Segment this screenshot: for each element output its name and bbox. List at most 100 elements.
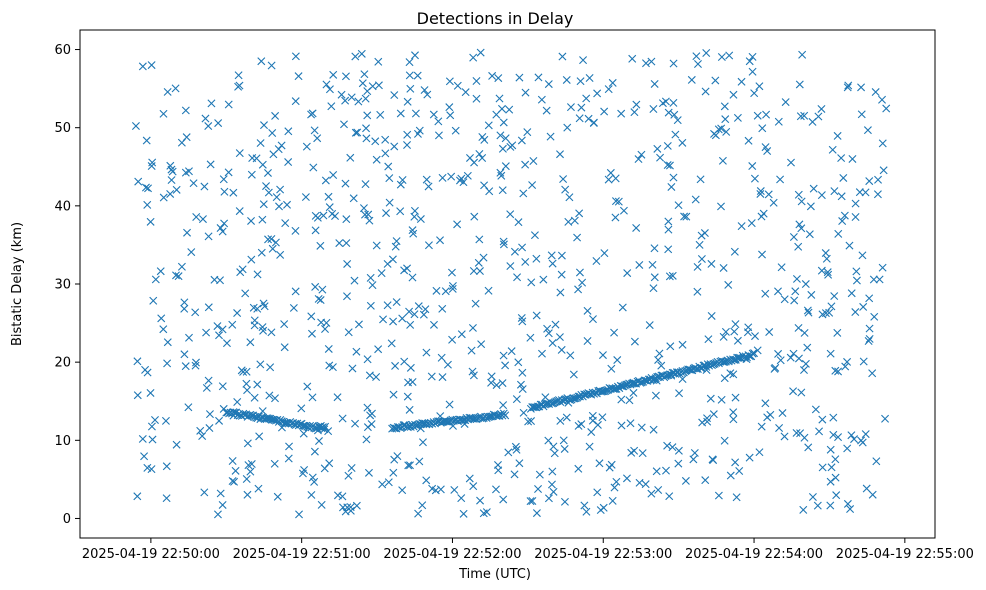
detection-point — [588, 411, 597, 420]
detection-point — [237, 366, 246, 375]
detection-point — [774, 349, 783, 358]
detection-point — [374, 81, 383, 90]
detection-point — [192, 358, 200, 367]
detection-point — [645, 321, 654, 330]
detection-point — [800, 328, 809, 337]
detection-point — [255, 432, 264, 441]
detection-point — [566, 351, 575, 360]
detection-point — [353, 128, 362, 137]
detection-point — [792, 274, 801, 283]
detection-point — [706, 394, 715, 403]
detection-point — [748, 67, 757, 76]
detection-point — [845, 241, 854, 250]
detection-point — [414, 509, 423, 518]
detection-point — [775, 424, 784, 433]
detection-point — [459, 509, 468, 518]
detection-point — [499, 118, 508, 127]
detection-point — [665, 492, 674, 501]
detection-point — [362, 435, 371, 444]
detection-point — [343, 292, 351, 301]
detection-point — [271, 238, 280, 247]
detection-point — [850, 435, 859, 444]
detection-point — [833, 131, 842, 140]
detection-point — [409, 229, 418, 238]
detection-point — [215, 331, 223, 340]
detection-point — [551, 320, 560, 329]
detection-point — [241, 289, 250, 298]
detection-point — [313, 426, 322, 435]
track-point — [636, 378, 645, 387]
detection-point — [574, 464, 583, 473]
detection-point — [180, 298, 189, 307]
detection-point — [641, 59, 650, 68]
detection-point — [277, 141, 286, 150]
detection-point — [252, 154, 261, 163]
detection-point — [310, 126, 319, 135]
detection-point — [272, 193, 281, 202]
detection-point — [309, 163, 318, 172]
detection-point — [189, 179, 198, 188]
detection-point — [709, 410, 718, 419]
detection-point — [354, 97, 363, 106]
detection-point — [423, 90, 432, 99]
detection-point — [465, 474, 474, 483]
detection-point — [228, 457, 237, 465]
detection-point — [273, 492, 282, 501]
detection-point — [617, 109, 626, 118]
detection-point — [518, 243, 527, 252]
detection-point — [340, 120, 348, 129]
track-point — [734, 353, 743, 362]
detection-point — [817, 191, 826, 200]
detection-point — [623, 269, 632, 278]
detection-point — [733, 113, 742, 122]
detection-point — [671, 130, 680, 139]
detection-point — [313, 134, 322, 143]
detection-point — [608, 496, 617, 505]
detection-point — [218, 500, 227, 509]
detection-point — [834, 229, 843, 238]
detection-point — [804, 308, 813, 317]
detection-point — [618, 303, 627, 312]
detection-point — [649, 425, 658, 434]
detection-point — [869, 275, 878, 284]
detection-point — [447, 268, 456, 277]
detection-point — [661, 466, 670, 475]
detection-point — [147, 422, 156, 431]
detection-point — [341, 179, 350, 188]
detection-point — [546, 132, 555, 141]
detection-point — [389, 317, 398, 326]
detection-point — [831, 455, 840, 464]
detection-point — [693, 262, 702, 271]
detection-point — [246, 338, 255, 347]
detection-point — [313, 213, 322, 222]
detection-point — [757, 422, 766, 431]
detection-point — [800, 366, 808, 375]
y-tick-label: 20 — [54, 356, 71, 371]
detection-point — [242, 475, 251, 484]
detection-point — [346, 503, 355, 512]
detection-point — [269, 150, 278, 159]
detection-point — [437, 353, 446, 362]
detection-point — [310, 447, 319, 456]
detection-point — [548, 467, 557, 476]
detection-point — [530, 231, 539, 240]
detection-point — [539, 275, 548, 284]
detection-point — [648, 260, 657, 269]
detection-point — [524, 417, 533, 426]
detection-point — [457, 494, 466, 503]
detection-point — [201, 114, 210, 123]
detection-point — [868, 490, 877, 499]
detection-point — [506, 262, 515, 271]
detection-point — [729, 408, 738, 417]
detection-point — [518, 317, 527, 326]
detection-point — [389, 468, 398, 477]
detection-point — [585, 74, 594, 82]
detection-point — [614, 197, 623, 206]
detection-point — [818, 463, 827, 472]
detection-point — [562, 413, 571, 422]
detection-point — [665, 161, 674, 170]
detection-point — [163, 338, 172, 347]
detection-point — [337, 90, 346, 99]
detection-point — [630, 337, 639, 346]
detection-point — [206, 160, 215, 169]
